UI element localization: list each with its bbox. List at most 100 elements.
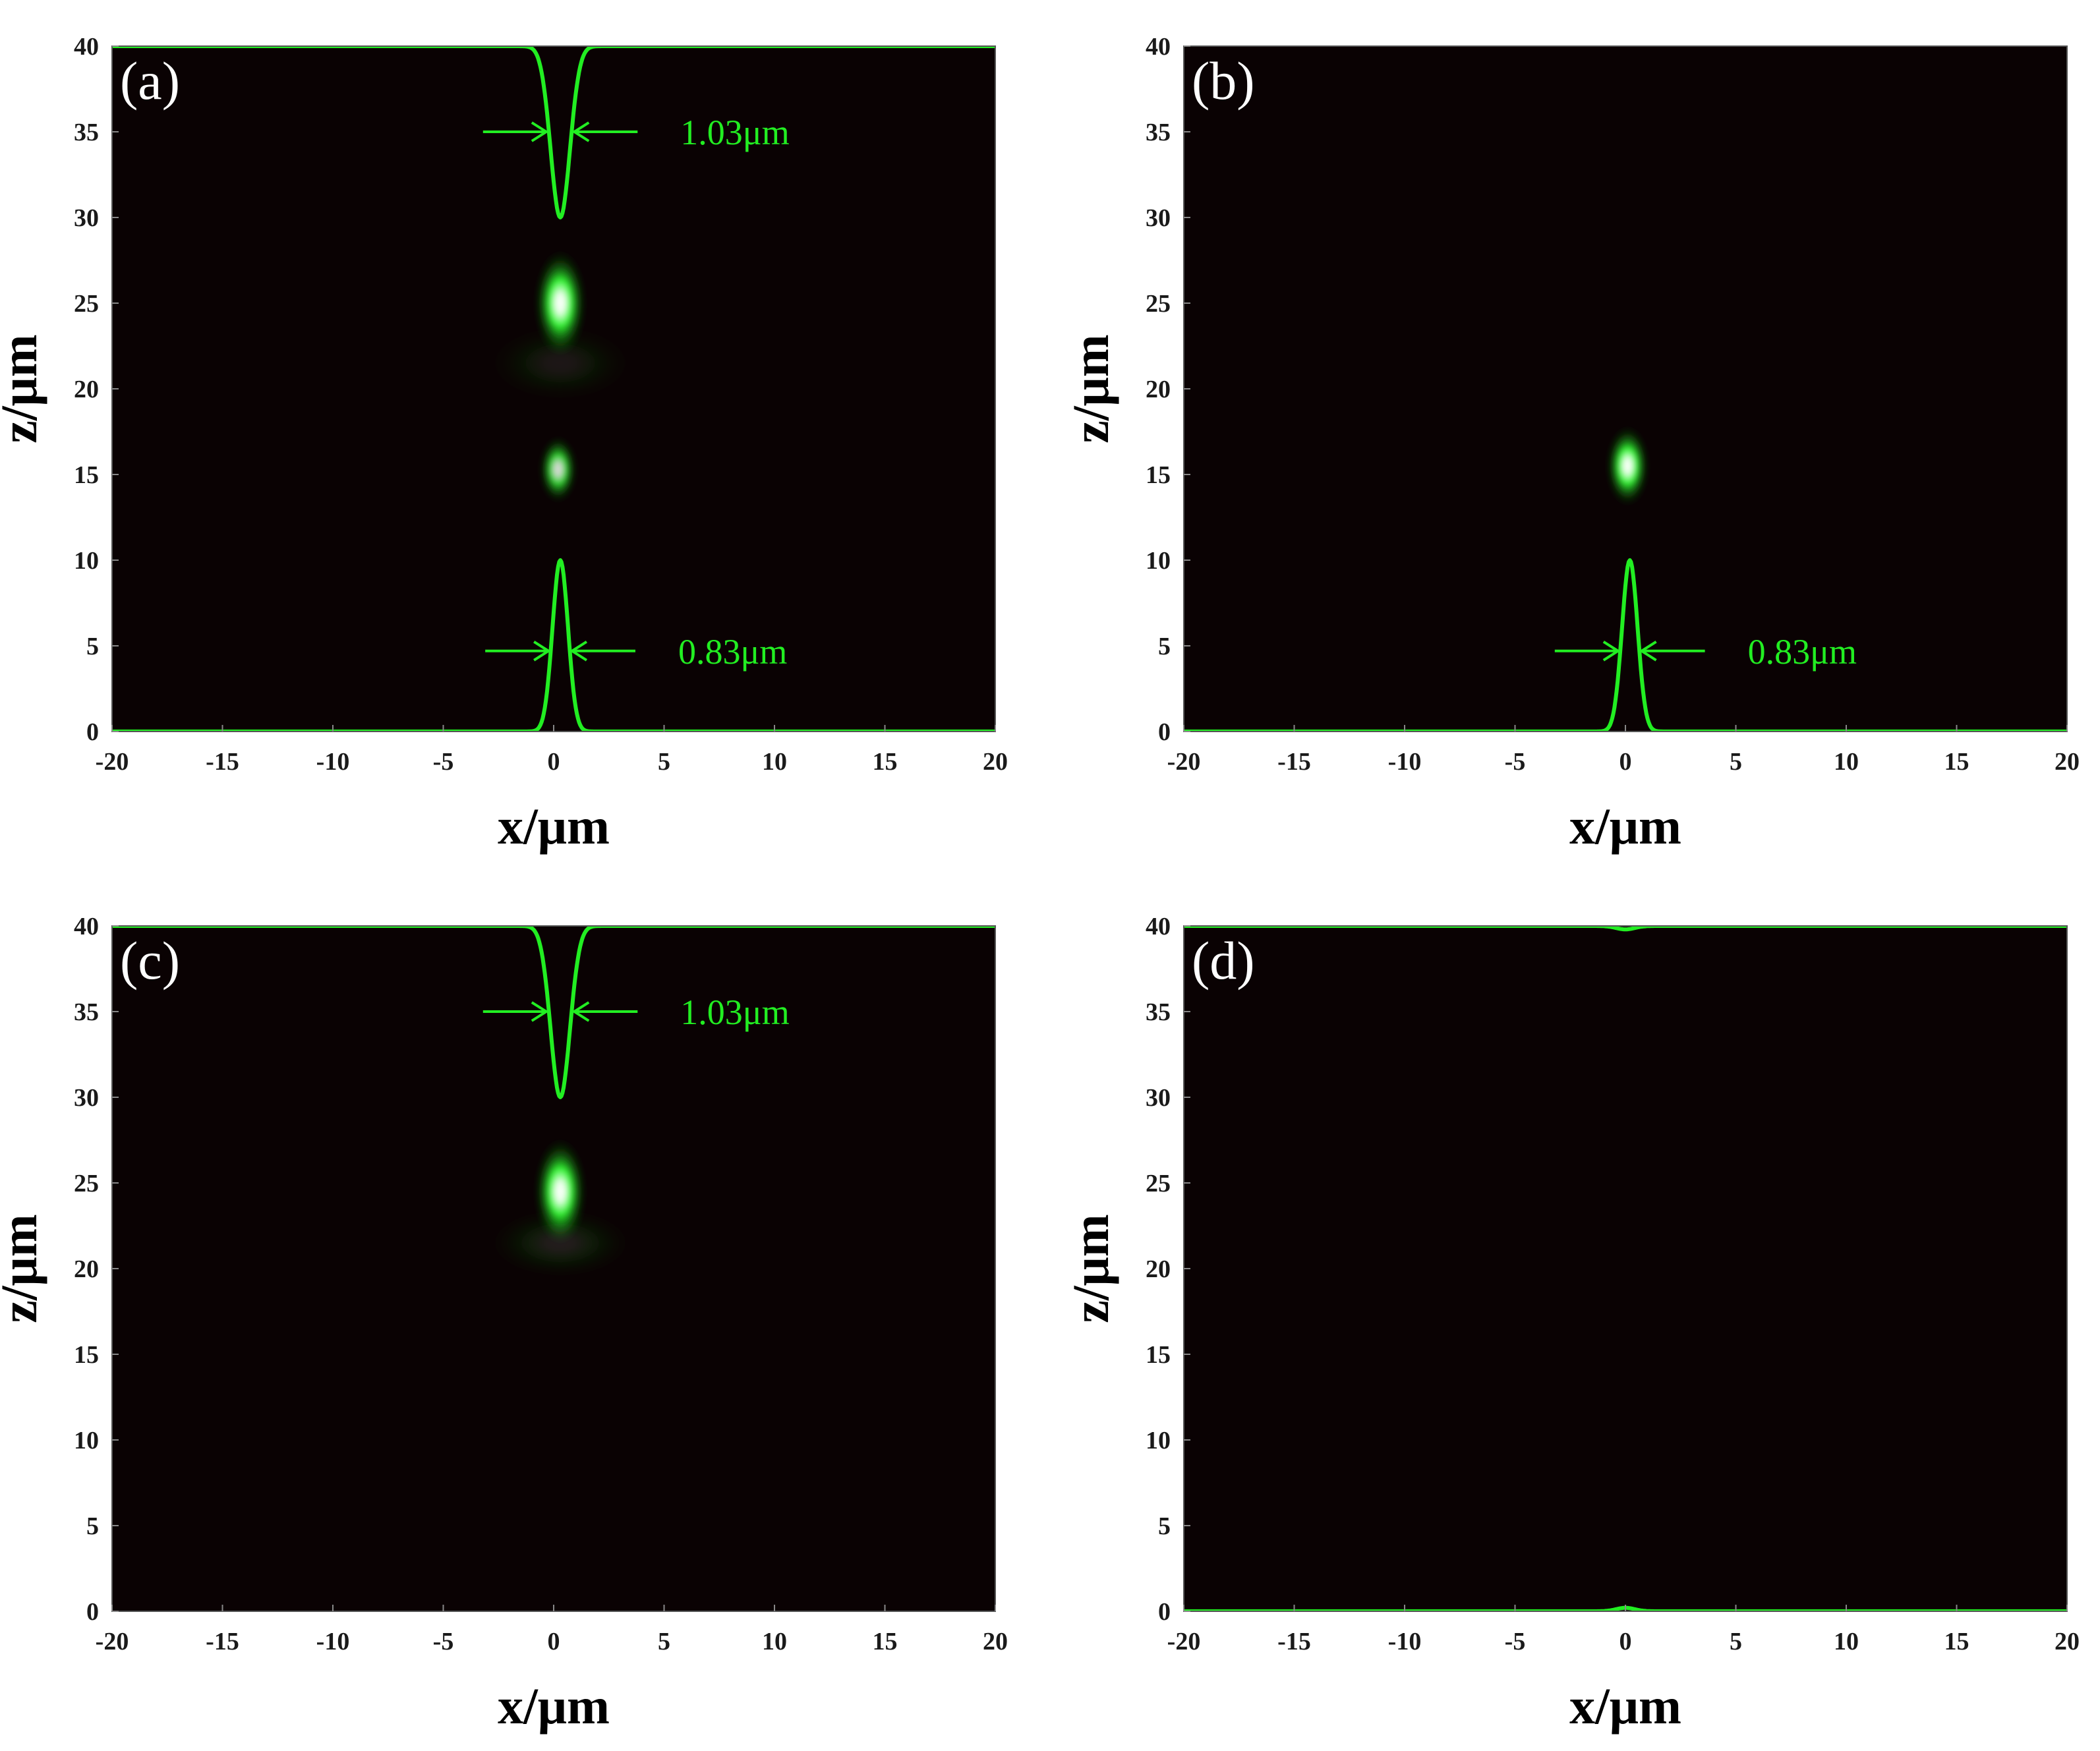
y-tick-label: 30 bbox=[74, 204, 99, 232]
x-tick-label: -20 bbox=[96, 1628, 129, 1655]
y-tick-label: 10 bbox=[1146, 1427, 1171, 1454]
y-axis-label: z/μm bbox=[1062, 334, 1119, 443]
x-tick-label: 15 bbox=[873, 748, 898, 776]
y-tick-label: 35 bbox=[74, 119, 99, 146]
y-tick-label: 20 bbox=[1146, 376, 1171, 403]
x-axis-label: x/μm bbox=[498, 797, 610, 855]
y-tick-label: 35 bbox=[1146, 119, 1171, 146]
x-tick-label: 5 bbox=[1730, 748, 1742, 776]
fwhm-label: 1.03μm bbox=[680, 992, 789, 1032]
fwhm-arrowhead-right bbox=[569, 641, 588, 662]
fwhm-arrowhead-right bbox=[571, 1001, 590, 1022]
y-tick-label: 25 bbox=[74, 1170, 99, 1197]
spot-single bbox=[1606, 424, 1650, 507]
y-tick-label: 35 bbox=[74, 998, 99, 1026]
ghost-lobe bbox=[482, 322, 638, 405]
x-tick-label: 20 bbox=[983, 1628, 1008, 1655]
x-tick-label: -15 bbox=[206, 1628, 239, 1655]
panel-label: (b) bbox=[1192, 51, 1255, 111]
y-tick-label: 15 bbox=[74, 461, 99, 489]
y-tick-label: 0 bbox=[86, 718, 99, 746]
x-axis-label: x/μm bbox=[498, 1677, 610, 1735]
y-tick-label: 5 bbox=[1158, 633, 1171, 660]
y-tick-label: 15 bbox=[74, 1341, 99, 1369]
y-tick-label: 5 bbox=[86, 633, 99, 660]
x-tick-label: 10 bbox=[1834, 748, 1859, 776]
plot-content: 0.83μm bbox=[1184, 424, 2067, 732]
fwhm-label: 0.83μm bbox=[1748, 632, 1857, 672]
spot-lower bbox=[539, 435, 578, 504]
fwhm-annotation: 0.83μm bbox=[1554, 632, 1857, 672]
fwhm-annotation: 1.03μm bbox=[482, 992, 790, 1032]
fwhm-arrowhead-right bbox=[1639, 641, 1657, 662]
y-tick-label: 10 bbox=[74, 547, 99, 575]
x-tick-label: 0 bbox=[1619, 748, 1632, 776]
x-tick-label: -20 bbox=[1167, 748, 1201, 776]
x-axis-label: x/μm bbox=[1569, 1677, 1681, 1735]
x-axis-label: x/μm bbox=[1569, 797, 1681, 855]
y-tick-label: 20 bbox=[1146, 1255, 1171, 1283]
y-tick-label: 35 bbox=[1146, 998, 1171, 1026]
y-tick-label: 15 bbox=[1146, 461, 1171, 489]
bottom-profile bbox=[1184, 558, 2067, 732]
panel-label: (c) bbox=[120, 931, 180, 990]
x-tick-label: -5 bbox=[433, 748, 454, 776]
y-tick-label: 5 bbox=[1158, 1512, 1171, 1540]
panel-label: (d) bbox=[1192, 931, 1255, 990]
y-tick-label: 25 bbox=[1146, 1170, 1171, 1197]
y-tick-label: 0 bbox=[1158, 718, 1171, 746]
panel-c: 1.03μm (c) -20 -15 -10 -5 0 5 10 15 20 0 5 10 15 20 25 30… bbox=[0, 913, 1008, 1735]
x-tick-label: 5 bbox=[1730, 1628, 1742, 1655]
x-tick-label: 10 bbox=[762, 1628, 787, 1655]
fwhm-arrowhead-left bbox=[533, 641, 551, 662]
x-tick-label: -20 bbox=[96, 748, 129, 776]
y-tick-label: 20 bbox=[74, 376, 99, 403]
x-tick-label: -15 bbox=[1277, 748, 1311, 776]
y-tick-label: 30 bbox=[74, 1084, 99, 1112]
x-tick-label: -10 bbox=[1388, 748, 1422, 776]
y-axis-label: z/μm bbox=[0, 334, 47, 443]
fwhm-annotation: 1.03μm bbox=[482, 113, 790, 152]
y-tick-label: 40 bbox=[74, 913, 99, 940]
x-tick-label: -15 bbox=[1277, 1628, 1311, 1655]
y-tick-label: 25 bbox=[1146, 290, 1171, 318]
y-tick-label: 30 bbox=[1146, 204, 1171, 232]
y-tick-label: 40 bbox=[1146, 913, 1171, 940]
top-profile bbox=[112, 46, 995, 219]
y-tick-label: 15 bbox=[1146, 1341, 1171, 1369]
y-tick-label: 10 bbox=[1146, 547, 1171, 575]
plot-area bbox=[1184, 46, 2067, 732]
y-axis-label: z/μm bbox=[1062, 1214, 1119, 1323]
x-tick-label: 0 bbox=[548, 748, 560, 776]
x-tick-label: -15 bbox=[206, 748, 239, 776]
x-tick-label: 15 bbox=[1944, 1628, 1969, 1655]
x-tick-label: 15 bbox=[873, 1628, 898, 1655]
x-tick-label: -10 bbox=[316, 748, 350, 776]
panel-b: 0.83μm (b) -20 -15 -10 -5 0 5 10 15 20 0 5 10 15 20 25 30… bbox=[1062, 33, 2080, 855]
x-tick-label: 20 bbox=[2055, 748, 2080, 776]
y-tick-label: 5 bbox=[86, 1512, 99, 1540]
x-tick-label: -10 bbox=[1388, 1628, 1422, 1655]
y-tick-label: 0 bbox=[1158, 1598, 1171, 1626]
y-tick-label: 25 bbox=[74, 290, 99, 318]
x-tick-label: 5 bbox=[658, 1628, 670, 1655]
fwhm-arrowhead-left bbox=[531, 1001, 549, 1022]
y-tick-label: 40 bbox=[1146, 33, 1171, 61]
panel-label: (a) bbox=[120, 51, 180, 111]
y-axis-label: z/μm bbox=[0, 1214, 47, 1323]
y-tick-label: 30 bbox=[1146, 1084, 1171, 1112]
panel-d: (d) -20 -15 -10 -5 0 5 10 15 20 0 5 10 15 20 25 30 35 40 x/… bbox=[1062, 913, 2080, 1735]
x-tick-label: 10 bbox=[1834, 1628, 1859, 1655]
top-profile bbox=[112, 926, 995, 1099]
y-tick-label: 20 bbox=[74, 1255, 99, 1283]
bottom-profile bbox=[112, 558, 995, 732]
panel-a: 0.83μm 1.03μm (a) -20 -15 -10 -5 0 5 10 15 20 0 5 10 15… bbox=[0, 33, 1008, 855]
y-tick-label: 0 bbox=[86, 1598, 99, 1626]
fwhm-annotation: 0.83μm bbox=[485, 632, 787, 672]
fwhm-label: 0.83μm bbox=[678, 632, 787, 672]
ghost-lobe bbox=[482, 1205, 638, 1281]
x-tick-label: 5 bbox=[658, 748, 670, 776]
x-tick-label: -10 bbox=[316, 1628, 350, 1655]
x-tick-label: -5 bbox=[433, 1628, 454, 1655]
